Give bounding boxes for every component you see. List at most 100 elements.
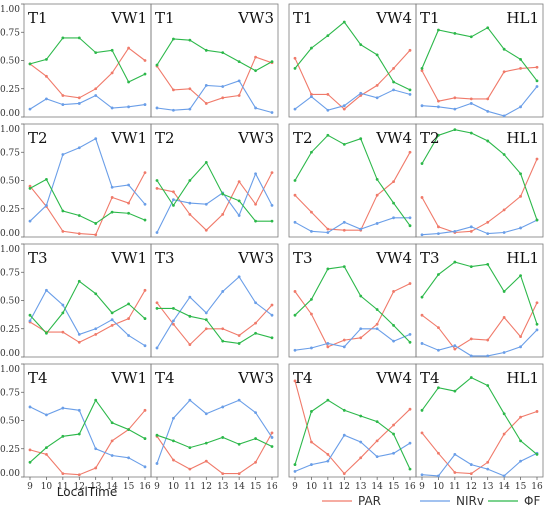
data-point-NIRv: [110, 318, 114, 322]
data-point-NIRv: [45, 203, 48, 207]
series-line-NIRv: [29, 137, 146, 222]
series-line-PAR: [294, 49, 411, 110]
data-point-NIRv: [408, 333, 412, 336]
data-point-PAR: [188, 87, 192, 91]
data-point-PAR: [392, 423, 395, 427]
data-point-ΦF: [535, 79, 539, 83]
data-point-ΦF: [469, 131, 473, 135]
x-tick-label: 16: [139, 482, 151, 492]
series-line-ΦF: [156, 434, 273, 449]
data-point-ΦF: [155, 307, 159, 310]
x-tick-label: 9: [27, 482, 33, 492]
data-point-PAR: [437, 326, 440, 330]
y-tick-label: 0.75: [0, 28, 20, 38]
data-point-PAR: [188, 213, 192, 216]
data-point-PAR: [519, 67, 522, 70]
series-line-PAR: [29, 409, 146, 476]
data-point-ΦF: [359, 43, 363, 47]
data-point-NIRv: [94, 327, 98, 331]
series-line-PAR: [294, 152, 411, 231]
data-point-NIRv: [310, 229, 313, 233]
data-point-ΦF: [342, 142, 346, 146]
series-line-PAR: [421, 410, 538, 475]
data-point-ΦF: [293, 179, 297, 182]
data-point-NIRv: [77, 333, 81, 336]
data-point-NIRv: [502, 114, 506, 118]
y-tick-label: 0.25: [0, 85, 20, 95]
data-point-PAR: [45, 453, 48, 456]
data-point-ΦF: [28, 187, 32, 190]
data-point-NIRv: [469, 463, 473, 466]
panel-T2-VW1: 0.00 0.25 0.50 0.75 1.00 T2 VW1: [0, 123, 152, 239]
panel-T2-HL1: T2 HL1: [415, 123, 544, 238]
data-point-ΦF: [237, 442, 241, 446]
data-point-NIRv: [188, 295, 192, 299]
data-point-PAR: [188, 343, 192, 346]
data-point-NIRv: [143, 103, 147, 106]
data-point-PAR: [45, 74, 48, 78]
data-point-NIRv: [110, 454, 114, 457]
data-point-ΦF: [326, 34, 330, 38]
series-line-NIRv: [29, 289, 146, 347]
data-point-NIRv: [519, 105, 522, 109]
panel-site-label: HL1: [506, 9, 539, 27]
data-point-PAR: [127, 201, 130, 205]
data-point-NIRv: [486, 467, 490, 471]
data-point-NIRv: [375, 96, 379, 100]
panel-frame: [415, 243, 544, 358]
data-point-ΦF: [143, 437, 147, 440]
x-tick-label: 14: [106, 482, 118, 492]
data-point-NIRv: [221, 405, 225, 409]
data-point-PAR: [359, 456, 363, 460]
data-point-ΦF: [188, 446, 192, 450]
series-line-NIRv: [294, 89, 411, 111]
data-point-ΦF: [204, 48, 208, 52]
x-tick-label: 9: [154, 482, 160, 492]
data-point-PAR: [172, 458, 175, 462]
x-tick-label: 15: [388, 482, 400, 492]
data-point-ΦF: [519, 274, 522, 278]
data-point-PAR: [172, 322, 175, 326]
data-point-NIRv: [535, 85, 539, 88]
data-point-PAR: [519, 194, 522, 198]
data-point-NIRv: [437, 348, 440, 352]
data-point-PAR: [77, 473, 81, 477]
data-point-ΦF: [254, 437, 257, 440]
data-point-NIRv: [204, 83, 208, 87]
data-point-ΦF: [437, 273, 440, 276]
data-point-ΦF: [437, 133, 440, 137]
data-point-PAR: [204, 327, 208, 331]
data-point-ΦF: [254, 69, 257, 73]
legend-label-PAR: PAR: [358, 494, 381, 508]
data-point-PAR: [155, 301, 159, 305]
panel-site-label: VW1: [110, 129, 147, 147]
panel-site-label: VW1: [110, 9, 147, 27]
data-point-NIRv: [342, 345, 346, 349]
series-line-NIRv: [421, 329, 538, 357]
data-point-ΦF: [453, 389, 457, 393]
data-point-PAR: [237, 472, 241, 476]
series-line-PAR: [156, 172, 273, 231]
data-point-ΦF: [172, 203, 175, 207]
x-tick-label: 11: [322, 482, 333, 492]
data-point-PAR: [143, 171, 147, 174]
data-point-PAR: [94, 466, 98, 470]
data-point-NIRv: [293, 220, 297, 224]
data-point-ΦF: [359, 137, 363, 141]
y-tick-label: 1.00: [0, 245, 20, 255]
data-point-NIRv: [486, 354, 490, 358]
panel-row-label: T1: [420, 9, 440, 27]
data-point-NIRv: [127, 105, 130, 109]
panel-site-label: VW1: [110, 249, 147, 267]
data-point-NIRv: [172, 319, 175, 323]
data-point-PAR: [110, 196, 114, 199]
data-point-ΦF: [310, 410, 313, 413]
data-point-ΦF: [437, 28, 440, 32]
data-point-PAR: [392, 290, 395, 293]
data-point-NIRv: [392, 216, 395, 220]
x-tick-label: 13: [217, 482, 229, 492]
data-point-ΦF: [437, 386, 440, 390]
data-point-PAR: [270, 303, 274, 307]
data-point-ΦF: [502, 412, 506, 416]
series-line-ΦF: [29, 399, 146, 463]
